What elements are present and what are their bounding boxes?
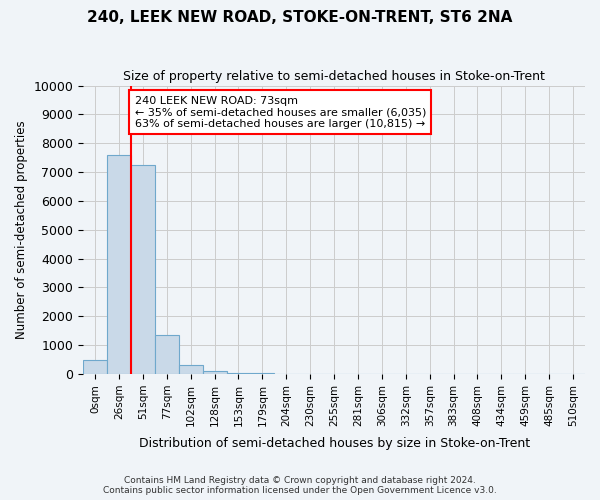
X-axis label: Distribution of semi-detached houses by size in Stoke-on-Trent: Distribution of semi-detached houses by …	[139, 437, 530, 450]
Bar	[227, 372, 250, 374]
Y-axis label: Number of semi-detached properties: Number of semi-detached properties	[15, 120, 28, 339]
Text: 240, LEEK NEW ROAD, STOKE-ON-TRENT, ST6 2NA: 240, LEEK NEW ROAD, STOKE-ON-TRENT, ST6 …	[88, 10, 512, 25]
Bar	[179, 366, 203, 374]
Bar	[83, 360, 107, 374]
Text: Contains HM Land Registry data © Crown copyright and database right 2024.
Contai: Contains HM Land Registry data © Crown c…	[103, 476, 497, 495]
Bar	[203, 371, 227, 374]
Bar	[131, 165, 155, 374]
Text: 240 LEEK NEW ROAD: 73sqm
← 35% of semi-detached houses are smaller (6,035)
63% o: 240 LEEK NEW ROAD: 73sqm ← 35% of semi-d…	[134, 96, 426, 129]
Bar	[107, 155, 131, 374]
Title: Size of property relative to semi-detached houses in Stoke-on-Trent: Size of property relative to semi-detach…	[123, 70, 545, 83]
Bar	[155, 335, 179, 374]
